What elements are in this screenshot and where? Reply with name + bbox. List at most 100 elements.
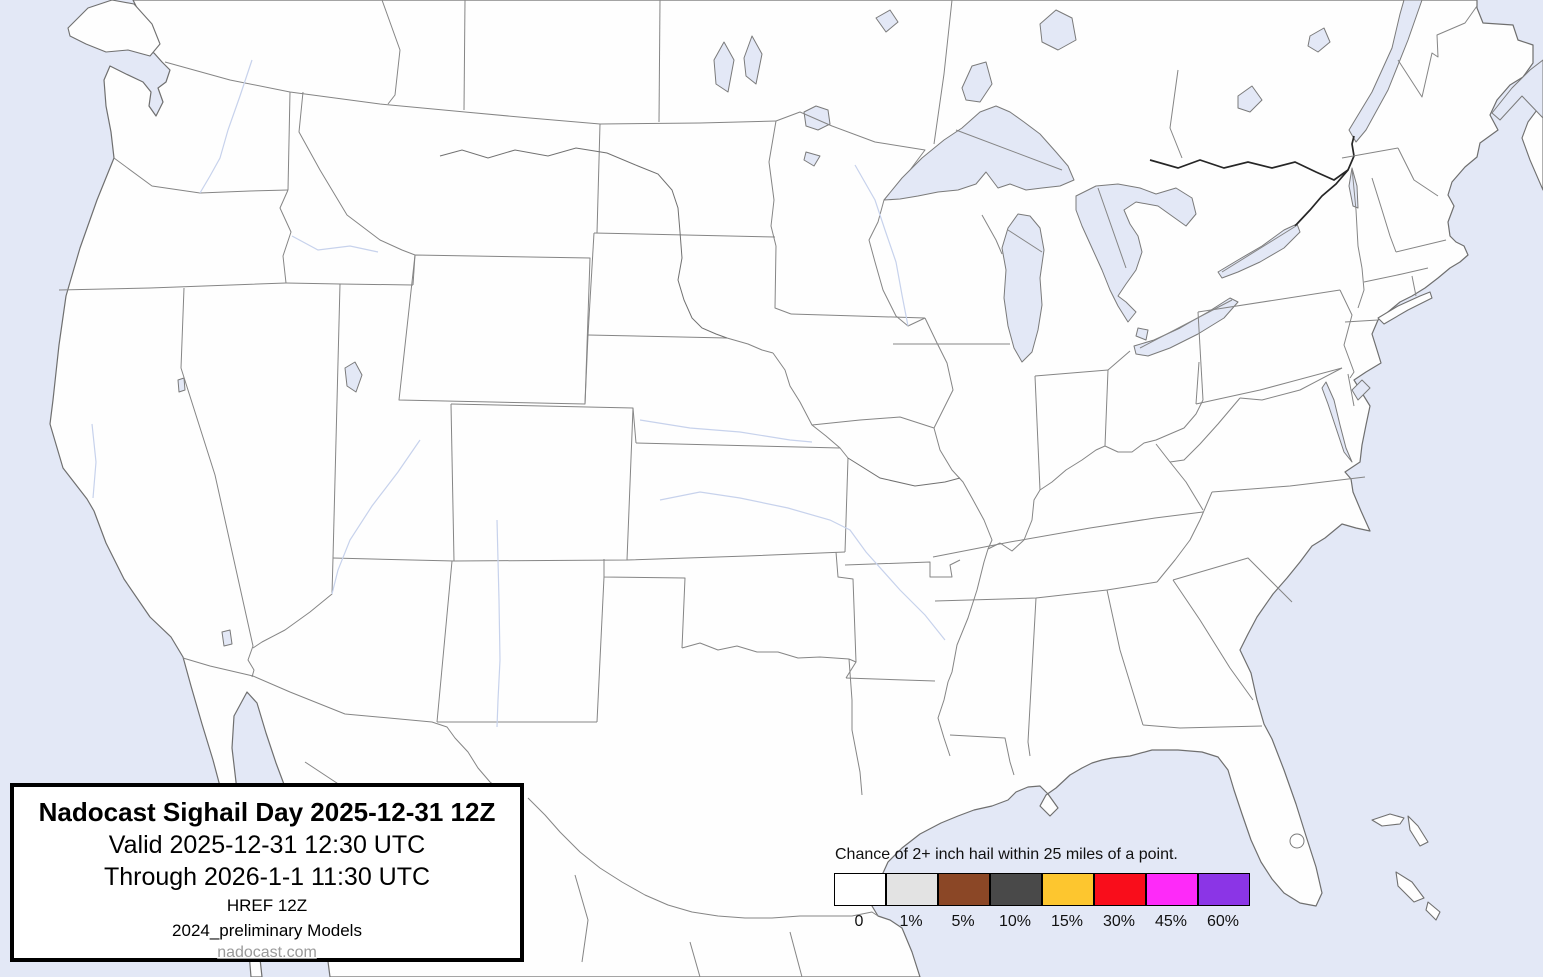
legend-swatch: 45% [1145, 873, 1198, 931]
rio-grande-upper [496, 519, 501, 728]
pa-ny-border [1197, 289, 1341, 313]
forecast-title-box: Nadocast Sighail Day 2025-12-31 12Z Vali… [10, 783, 524, 962]
mo-ar-border [844, 559, 961, 578]
models-note: 2024_preliminary Models [172, 921, 362, 940]
co-border [450, 403, 634, 562]
legend-color-box [937, 873, 990, 906]
az-nm-border [436, 560, 453, 723]
lake-nipigon [961, 61, 993, 103]
legend-swatch: 60% [1197, 873, 1250, 931]
lake-manitoba [743, 35, 763, 85]
ontario-lakes [1039, 9, 1077, 51]
bahamas-island [1425, 901, 1441, 921]
ok-panhandle-border [603, 559, 686, 649]
sacramento-river [91, 423, 97, 499]
red-river-tx-ok-border [681, 642, 850, 660]
mn-nd-red-river-border [768, 120, 777, 247]
ky-tn-border [932, 511, 1204, 558]
ontario-quebec-border [1169, 69, 1183, 159]
vancouver-island [67, 0, 161, 57]
legend-percent-label: 15% [1050, 913, 1084, 930]
ne-co-border [632, 407, 637, 444]
va-wv-border [1169, 397, 1241, 463]
ne-west-border [584, 334, 589, 405]
nadocast-link[interactable]: nadocast.com [217, 944, 317, 961]
us-mexico-border [182, 657, 501, 791]
nc-sc-border [1172, 557, 1293, 603]
ny-nj-border [1344, 319, 1379, 323]
ma-nh-border [1395, 239, 1447, 253]
canada-lake [875, 9, 899, 33]
tx-nm-border [596, 576, 605, 723]
ottawa-river [1149, 159, 1349, 181]
through-time: Through 2026-1-1 11:30 UTC [103, 863, 431, 891]
va-nc-border [1211, 476, 1366, 493]
legend-percent-label: 30% [1102, 913, 1136, 930]
ok-ar-border [835, 551, 857, 663]
lake-okeechobee [1289, 833, 1305, 849]
legend-color-box [1197, 873, 1250, 906]
manitoba-ontario-border [933, 0, 953, 145]
wa-id-border [287, 91, 291, 191]
md-de-border [1347, 373, 1355, 407]
legend-color-box [989, 873, 1042, 906]
mn-sd-border [774, 245, 792, 315]
nv-az-border [252, 557, 334, 649]
vt-nh-border [1371, 177, 1397, 253]
ma-ct-ri-border [1363, 267, 1429, 283]
bay-of-fundy [1491, 59, 1543, 121]
ar-west-border [845, 661, 857, 679]
border-through-michigan-top [1007, 229, 1043, 253]
mexico-state-line [689, 941, 701, 977]
il-in-border [1034, 375, 1041, 491]
us-canada-border [164, 61, 777, 125]
mississippi-headwaters [854, 164, 909, 327]
sask-manitoba-border [658, 0, 661, 123]
border-through-ontario [1221, 225, 1297, 273]
long-island [1377, 291, 1433, 325]
mi-oh-border [1107, 350, 1131, 371]
lake-st-clair [1135, 327, 1149, 341]
snake-river [291, 235, 379, 253]
ut-az-border [332, 557, 455, 562]
site-link-row: nadocast.com [14, 942, 520, 964]
mexico-state-line [574, 874, 589, 963]
great-salt-lake [344, 361, 363, 393]
model-run-label: HREF 12Z [226, 896, 308, 915]
forecast-title: Nadocast Sighail Day 2025-12-31 12Z [38, 797, 496, 827]
ga-fl-border [1142, 724, 1263, 729]
valid-time: Valid 2025-12-31 12:30 UTC [108, 831, 426, 859]
oh-pa-border [1197, 311, 1204, 401]
sd-west-border [587, 232, 595, 336]
legend-swatch: 0 [833, 873, 886, 931]
in-mi-border [1034, 369, 1109, 377]
tx-east-border [848, 658, 863, 796]
sd-ne-border [587, 334, 774, 354]
legend-swatch: 1% [885, 873, 938, 931]
st-lawrence-river [1294, 135, 1355, 227]
quebec-lake [1237, 85, 1263, 113]
lake-tahoe [177, 377, 186, 393]
nh-maine-border [1397, 147, 1439, 197]
lake-superior [883, 105, 1075, 201]
legend-color-box [885, 873, 938, 906]
legend-percent-label: 60% [1206, 913, 1240, 930]
legend-swatch: 10% [989, 873, 1042, 931]
legend-color-box [1093, 873, 1146, 906]
quebec-lake [1307, 27, 1331, 53]
ar-la-border [845, 677, 936, 682]
missouri-river-lower [847, 457, 961, 487]
ks-mo-border [844, 457, 849, 553]
tn-nc-border [1156, 491, 1213, 583]
alberta-sask-border [463, 0, 466, 111]
ne-ia-missouri-river-border [772, 352, 849, 459]
nv-ut-border [332, 283, 341, 559]
legend-color-box [1145, 873, 1198, 906]
legend-caption: Chance of 2+ inch hail within 25 miles o… [835, 846, 1178, 863]
legend-percent-label: 5% [951, 913, 975, 930]
st-lawrence-estuary [1348, 0, 1423, 143]
ohio-river-border [987, 399, 1204, 552]
mn-wi-border [868, 199, 926, 327]
